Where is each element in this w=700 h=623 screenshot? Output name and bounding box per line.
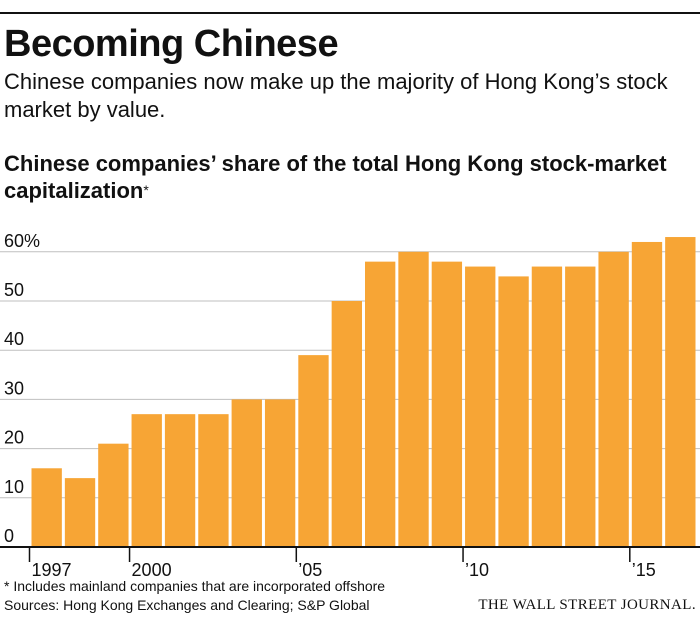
bar-2002 [198, 414, 229, 547]
bar-1998 [64, 478, 96, 547]
x-axis [0, 546, 700, 562]
y-tick-label: 60% [4, 231, 40, 251]
bar-1999 [98, 443, 129, 547]
bar-2009 [431, 261, 463, 547]
dek: Chinese companies now make up the majori… [4, 69, 668, 122]
bars [31, 237, 696, 548]
x-tick-label: 1997 [32, 560, 72, 580]
wsj-logo: THE WALL STREET JOURNAL. [478, 597, 696, 613]
x-tick-label: ’10 [465, 560, 489, 580]
x-tick-label: ’15 [632, 560, 656, 580]
x-tick-label: ’05 [298, 560, 322, 580]
bar-2001 [164, 414, 196, 547]
bar-1997 [31, 468, 62, 547]
bar-2008 [398, 251, 429, 548]
bar-2015 [631, 241, 663, 547]
bar-2013 [565, 266, 596, 547]
x-tick-label: 2000 [132, 560, 172, 580]
y-tick-label: 20 [4, 428, 24, 448]
bar-2003 [231, 399, 262, 547]
bar-2016 [665, 237, 696, 548]
bar-2012 [531, 266, 563, 547]
bar-2011 [498, 276, 529, 547]
chart-title: Chinese companies’ share of the total Ho… [4, 150, 694, 204]
bar-2014 [598, 251, 629, 548]
bar-2000 [131, 414, 162, 547]
y-tick-label: 40 [4, 329, 24, 349]
footnote: * Includes mainland companies that are i… [4, 578, 386, 594]
bar-2010 [465, 266, 496, 547]
x-tick-labels: 1997 2000 ’05 ’10 ’15 [32, 560, 656, 580]
headline: Becoming Chinese [4, 23, 339, 65]
chart-title-asterisk: * [143, 182, 149, 198]
source-line: Sources: Hong Kong Exchanges and Clearin… [4, 597, 370, 613]
y-tick-label: 50 [4, 280, 24, 300]
bar-2006 [331, 301, 362, 547]
y-tick-label: 30 [4, 378, 24, 398]
bar-2004 [264, 399, 296, 547]
bar-2007 [365, 261, 396, 547]
top-rule [0, 12, 700, 14]
chart-title-text: Chinese companies’ share of the total Ho… [4, 151, 667, 203]
y-tick-label: 0 [4, 526, 14, 546]
y-tick-label: 10 [4, 477, 24, 497]
bar-2005 [298, 355, 329, 547]
y-tick-labels: 0 10 20 30 40 50 60% [4, 231, 40, 546]
